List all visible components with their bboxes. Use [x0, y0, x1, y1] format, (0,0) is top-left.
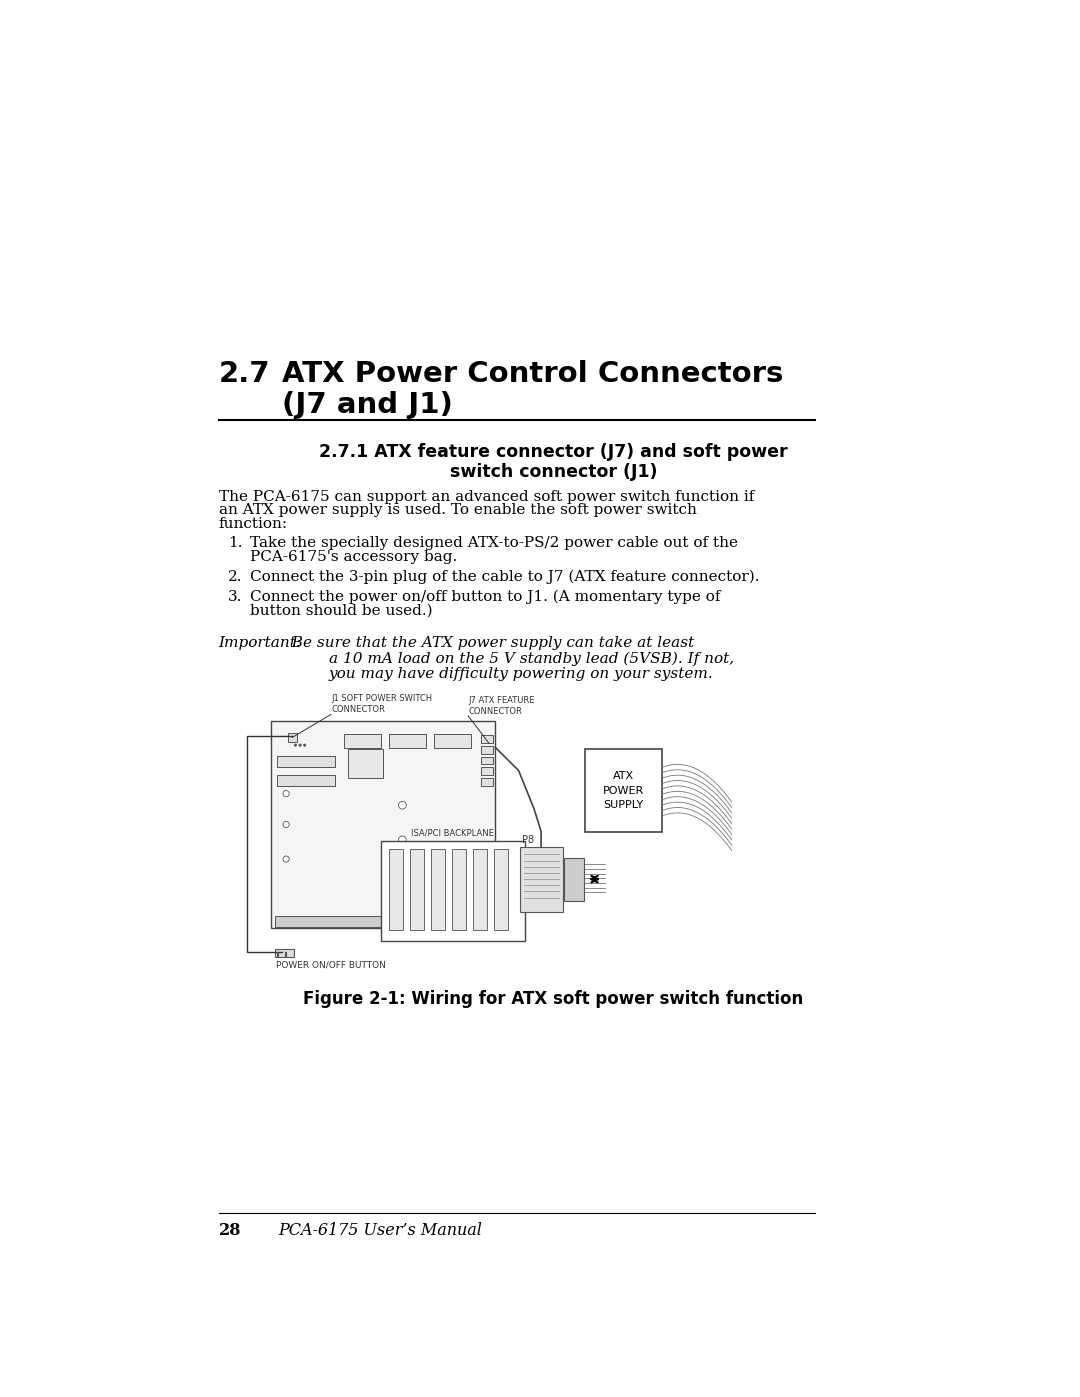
- Circle shape: [283, 856, 289, 862]
- Text: The PCA-6175 can support an advanced soft power switch function if: The PCA-6175 can support an advanced sof…: [218, 489, 754, 503]
- Text: 3.: 3.: [228, 590, 242, 604]
- Text: ATX
POWER
SUPPLY: ATX POWER SUPPLY: [603, 771, 644, 810]
- Text: POWER ON/OFF BUTTON: POWER ON/OFF BUTTON: [276, 961, 386, 970]
- Bar: [381, 841, 525, 942]
- Text: PCA-6175's accessory bag.: PCA-6175's accessory bag.: [249, 549, 457, 563]
- Bar: [276, 775, 335, 787]
- Text: button should be used.): button should be used.): [249, 604, 432, 617]
- Circle shape: [283, 821, 289, 827]
- Text: (J7 and J1): (J7 and J1): [282, 391, 454, 419]
- Text: switch connector (J1): switch connector (J1): [449, 464, 658, 482]
- Bar: [431, 849, 445, 930]
- Bar: [482, 757, 494, 764]
- Bar: [271, 721, 496, 929]
- Text: ATX Power Control Connectors: ATX Power Control Connectors: [282, 360, 784, 388]
- Bar: [389, 849, 403, 930]
- Bar: [287, 733, 297, 742]
- Text: P8: P8: [522, 835, 534, 845]
- Bar: [565, 858, 583, 901]
- Bar: [482, 735, 494, 743]
- Circle shape: [283, 791, 289, 796]
- Bar: [482, 778, 494, 787]
- Bar: [473, 849, 487, 930]
- Text: 2.: 2.: [228, 570, 243, 584]
- Text: Figure 2-1: Wiring for ATX soft power switch function: Figure 2-1: Wiring for ATX soft power sw…: [303, 990, 804, 1009]
- Bar: [494, 849, 508, 930]
- Circle shape: [399, 802, 406, 809]
- Bar: [348, 749, 383, 778]
- Text: J7 ATX FEATURE
CONNECTOR: J7 ATX FEATURE CONNECTOR: [469, 696, 535, 715]
- Text: 1.: 1.: [228, 535, 243, 549]
- Circle shape: [303, 745, 306, 746]
- Text: function:: function:: [218, 517, 288, 531]
- Bar: [584, 749, 662, 833]
- Circle shape: [399, 835, 406, 844]
- Bar: [389, 735, 427, 749]
- Text: 2.7: 2.7: [218, 360, 270, 388]
- Bar: [482, 767, 494, 775]
- Circle shape: [294, 745, 297, 746]
- Bar: [274, 916, 491, 926]
- Bar: [521, 847, 563, 912]
- Text: a 10 mA load on the 5 V standby lead (5VSB). If not,: a 10 mA load on the 5 V standby lead (5V…: [328, 651, 734, 665]
- Text: 28: 28: [218, 1222, 241, 1239]
- Bar: [276, 756, 335, 767]
- Text: Connect the 3-pin plug of the cable to J7 (ATX feature connector).: Connect the 3-pin plug of the cable to J…: [249, 570, 759, 584]
- Bar: [451, 849, 465, 930]
- Text: Take the specially designed ATX-to-PS/2 power cable out of the: Take the specially designed ATX-to-PS/2 …: [249, 535, 738, 549]
- Circle shape: [299, 745, 301, 746]
- Bar: [434, 735, 471, 749]
- Bar: [410, 849, 424, 930]
- Bar: [345, 735, 381, 749]
- Text: Connect the power on/off button to J1. (A momentary type of: Connect the power on/off button to J1. (…: [249, 590, 720, 604]
- Text: Important:: Important:: [218, 636, 301, 650]
- Bar: [482, 746, 494, 753]
- Text: an ATX power supply is used. To enable the soft power switch: an ATX power supply is used. To enable t…: [218, 503, 697, 517]
- Text: J1 SOFT POWER SWITCH
CONNECTOR: J1 SOFT POWER SWITCH CONNECTOR: [332, 694, 432, 714]
- Text: Be sure that the ATX power supply can take at least: Be sure that the ATX power supply can ta…: [282, 636, 694, 650]
- Text: ISA/PCI BACKPLANE: ISA/PCI BACKPLANE: [411, 828, 495, 838]
- Text: you may have difficulty powering on your system.: you may have difficulty powering on your…: [328, 666, 714, 680]
- Bar: [274, 949, 294, 957]
- Text: PCA-6175 User’s Manual: PCA-6175 User’s Manual: [279, 1222, 483, 1239]
- Text: 2.7.1 ATX feature connector (J7) and soft power: 2.7.1 ATX feature connector (J7) and sof…: [320, 443, 787, 461]
